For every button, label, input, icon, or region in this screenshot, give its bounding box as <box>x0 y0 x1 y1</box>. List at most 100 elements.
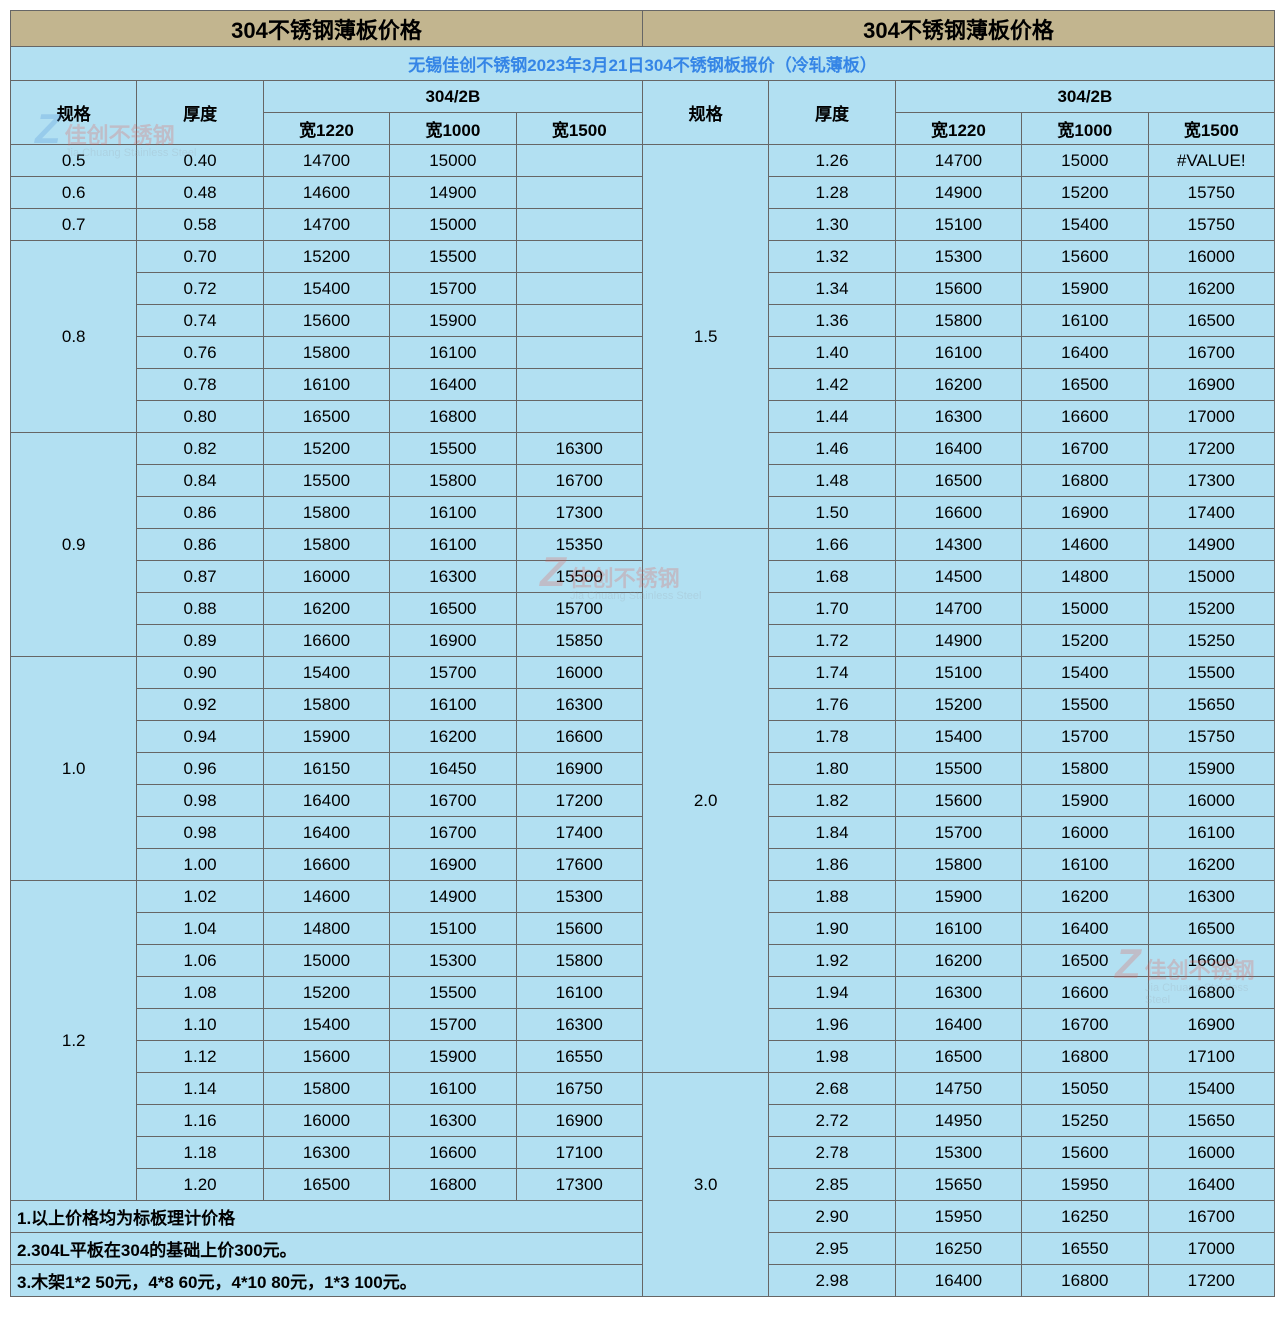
w1220-cell: 16300 <box>263 1137 389 1169</box>
thickness-cell: 1.88 <box>769 881 895 913</box>
w1220-cell: 15800 <box>263 1073 389 1105</box>
w1220-cell: 15600 <box>895 785 1021 817</box>
spec-cell: 2.0 <box>642 529 768 1073</box>
thickness-cell: 1.00 <box>137 849 263 881</box>
w1220-cell: 15600 <box>895 273 1021 305</box>
thickness-cell: 1.18 <box>137 1137 263 1169</box>
w1500-cell <box>516 145 642 177</box>
thickness-cell: 1.70 <box>769 593 895 625</box>
thickness-cell: 0.72 <box>137 273 263 305</box>
w1500-cell: 16900 <box>516 1105 642 1137</box>
w1220-cell: 16400 <box>263 817 389 849</box>
w1220-cell: 15800 <box>263 529 389 561</box>
w1000-cell: 16200 <box>390 721 516 753</box>
w1500-cell: 15750 <box>1148 177 1274 209</box>
note-cell: 1.以上价格均为标板理计价格 <box>11 1201 643 1233</box>
thickness-cell: 1.96 <box>769 1009 895 1041</box>
w1000-cell: 16600 <box>390 1137 516 1169</box>
w1500-cell: 16700 <box>1148 1201 1274 1233</box>
w1000-cell: 16200 <box>1022 881 1148 913</box>
thickness-cell: 0.58 <box>137 209 263 241</box>
w1000-cell: 16100 <box>390 1073 516 1105</box>
w1000-cell: 15700 <box>390 273 516 305</box>
w1000-cell: 16400 <box>1022 337 1148 369</box>
spec-cell: 3.0 <box>642 1073 768 1297</box>
w1000-cell: 16800 <box>390 401 516 433</box>
thickness-cell: 0.80 <box>137 401 263 433</box>
w1000-cell: 16300 <box>390 1105 516 1137</box>
title-row: 304不锈钢薄板价格304不锈钢薄板价格 <box>11 11 1275 47</box>
w1000-cell: 15400 <box>1022 209 1148 241</box>
w1000-cell: 15250 <box>1022 1105 1148 1137</box>
w1220-cell: 14600 <box>263 881 389 913</box>
w1000-cell: 16600 <box>1022 977 1148 1009</box>
note-cell: 2.304L平板在304的基础上价300元。 <box>11 1233 643 1265</box>
w1220-cell: 14750 <box>895 1073 1021 1105</box>
w1000-cell: 16600 <box>1022 401 1148 433</box>
w1500-cell: 17000 <box>1148 401 1274 433</box>
w1220-cell: 16600 <box>263 849 389 881</box>
w1500-cell: 15600 <box>516 913 642 945</box>
thickness-cell: 1.28 <box>769 177 895 209</box>
w1220-cell: 15400 <box>263 273 389 305</box>
header-row-1: 规格厚度304/2B规格厚度304/2B <box>11 81 1275 113</box>
hdr-grade-right: 304/2B <box>895 81 1274 113</box>
thickness-cell: 0.74 <box>137 305 263 337</box>
w1500-cell: 17200 <box>516 785 642 817</box>
w1500-cell <box>516 305 642 337</box>
w1500-cell: 17400 <box>516 817 642 849</box>
thickness-cell: 1.76 <box>769 689 895 721</box>
w1000-cell: 16800 <box>390 1169 516 1201</box>
w1000-cell: 15000 <box>390 209 516 241</box>
w1220-cell: 16250 <box>895 1233 1021 1265</box>
w1220-cell: 16600 <box>895 497 1021 529</box>
thickness-cell: 0.86 <box>137 497 263 529</box>
spec-cell: 1.5 <box>642 145 768 529</box>
w1500-cell <box>516 177 642 209</box>
w1220-cell: 14600 <box>263 177 389 209</box>
w1500-cell: #VALUE! <box>1148 145 1274 177</box>
hdr-w1000-right: 宽1000 <box>1022 113 1148 145</box>
w1000-cell: 16100 <box>390 497 516 529</box>
thickness-cell: 1.48 <box>769 465 895 497</box>
w1500-cell: 15800 <box>516 945 642 977</box>
thickness-cell: 1.14 <box>137 1073 263 1105</box>
w1000-cell: 16500 <box>1022 369 1148 401</box>
w1000-cell: 15700 <box>390 1009 516 1041</box>
w1220-cell: 14900 <box>895 625 1021 657</box>
w1000-cell: 15600 <box>1022 1137 1148 1169</box>
w1500-cell: 16500 <box>1148 305 1274 337</box>
w1000-cell: 16100 <box>1022 305 1148 337</box>
w1500-cell: 16300 <box>516 689 642 721</box>
thickness-cell: 1.50 <box>769 497 895 529</box>
w1220-cell: 15400 <box>263 1009 389 1041</box>
thickness-cell: 1.36 <box>769 305 895 337</box>
w1500-cell: 15350 <box>516 529 642 561</box>
w1000-cell: 15500 <box>390 977 516 1009</box>
subtitle: 无锡佳创不锈钢2023年3月21日304不锈钢板报价（冷轧薄板） <box>11 47 1275 81</box>
w1220-cell: 16200 <box>895 369 1021 401</box>
thickness-cell: 0.70 <box>137 241 263 273</box>
thickness-cell: 1.90 <box>769 913 895 945</box>
spec-cell: 1.0 <box>11 657 137 881</box>
thickness-cell: 0.82 <box>137 433 263 465</box>
w1000-cell: 15200 <box>1022 625 1148 657</box>
thickness-cell: 1.02 <box>137 881 263 913</box>
w1500-cell: 16300 <box>1148 881 1274 913</box>
thickness-cell: 1.20 <box>137 1169 263 1201</box>
w1220-cell: 14700 <box>895 593 1021 625</box>
thickness-cell: 1.26 <box>769 145 895 177</box>
thickness-cell: 0.84 <box>137 465 263 497</box>
w1220-cell: 15200 <box>895 689 1021 721</box>
w1000-cell: 15900 <box>1022 273 1148 305</box>
w1220-cell: 14700 <box>263 209 389 241</box>
thickness-cell: 1.98 <box>769 1041 895 1073</box>
w1500-cell: 17300 <box>1148 465 1274 497</box>
thickness-cell: 2.95 <box>769 1233 895 1265</box>
thickness-cell: 1.68 <box>769 561 895 593</box>
w1220-cell: 15300 <box>895 1137 1021 1169</box>
w1220-cell: 15200 <box>263 241 389 273</box>
w1000-cell: 16400 <box>1022 913 1148 945</box>
w1220-cell: 16150 <box>263 753 389 785</box>
w1500-cell: 16400 <box>1148 1169 1274 1201</box>
